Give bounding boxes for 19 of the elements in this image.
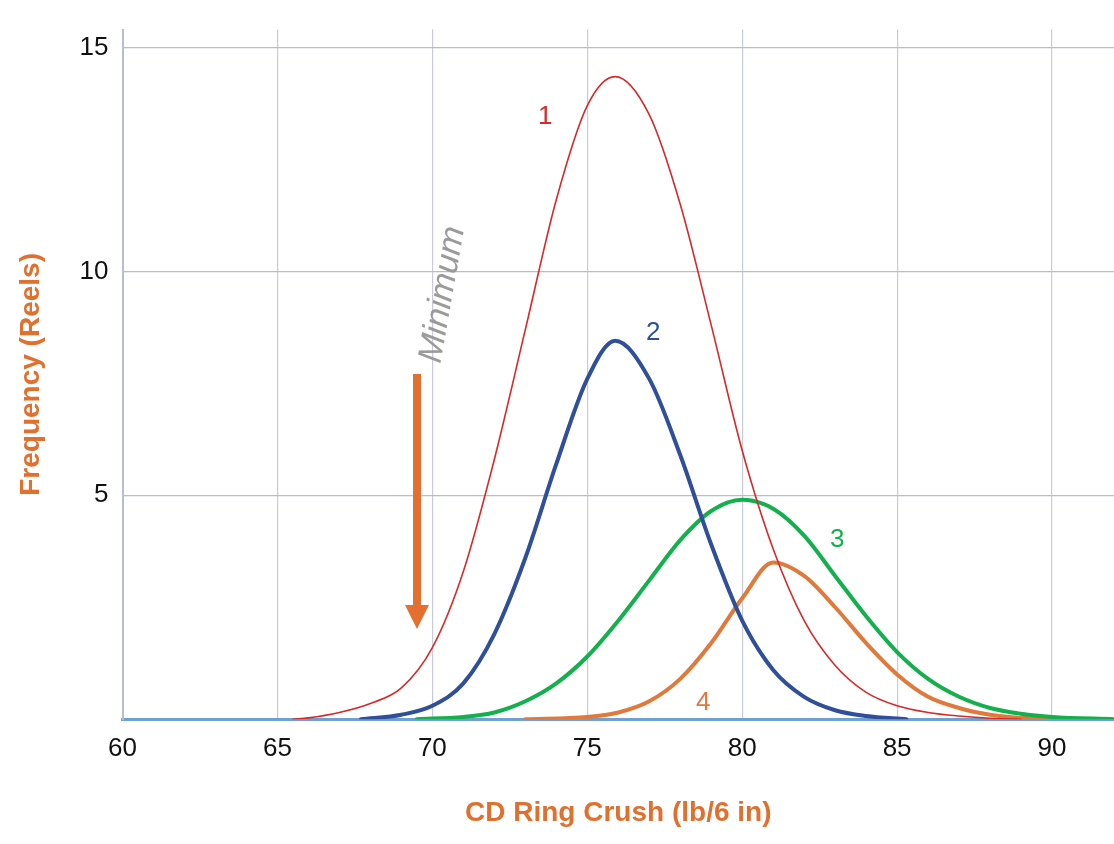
line-series bbox=[414, 497, 1114, 720]
x-axis-title: CD Ring Crush (lb/6 in) bbox=[465, 795, 772, 827]
x-tick-label: 90 bbox=[1037, 731, 1067, 762]
annotation: Minimum bbox=[409, 222, 472, 366]
x-tick-label: 65 bbox=[262, 731, 292, 762]
x-tick-label: 75 bbox=[572, 731, 602, 762]
y-tick-label: 15 bbox=[79, 30, 109, 61]
y-axis-title: Frequency (Reels) bbox=[13, 253, 45, 496]
y-tick-label: 5 bbox=[94, 478, 109, 509]
series-label: 1 bbox=[537, 99, 553, 130]
x-tick-label: 80 bbox=[727, 731, 757, 762]
x-tick-label: 70 bbox=[417, 731, 447, 762]
series-label: 3 bbox=[829, 522, 845, 553]
series-label: 2 bbox=[645, 315, 661, 346]
x-tick-label: 85 bbox=[882, 731, 912, 762]
line-series bbox=[292, 75, 1022, 720]
y-tick-label: 10 bbox=[79, 254, 109, 285]
series-label: 4 bbox=[695, 685, 711, 716]
x-tick-label: 60 bbox=[108, 731, 137, 762]
